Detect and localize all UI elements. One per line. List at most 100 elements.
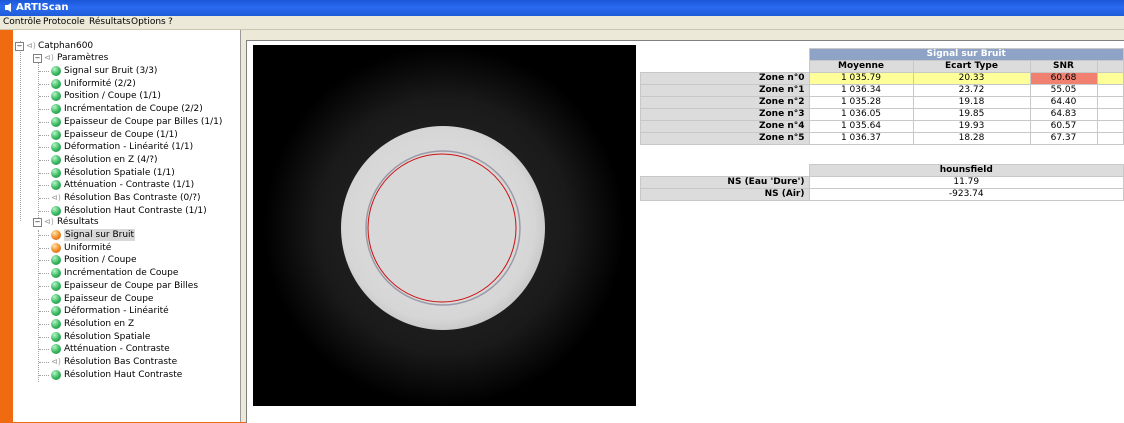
cell-snr: 67.37 [1029, 132, 1098, 145]
cell-extra [1096, 120, 1124, 133]
cell-moyenne: 1 035.64 [808, 120, 914, 133]
col-header-snr: SNR [1029, 60, 1098, 73]
tree-item-label: Uniformité (2/2) [64, 78, 136, 89]
tree-item-label: Epaisseur de Coupe par Billes [64, 280, 199, 291]
tree-connector [39, 198, 49, 199]
cell-ecart-type: 19.93 [912, 120, 1031, 133]
status-pending-icon: ⊲) [51, 193, 61, 202]
tree-item-label: Résolution en Z (4/?) [64, 154, 158, 165]
tree-connector [39, 362, 49, 363]
hounsfield-table: hounsfield NS (Eau 'Dure') 11.79 NS (Air) -… [640, 164, 1124, 201]
tree-item-label: Epaisseur de Coupe par Billes (1/1) [64, 116, 223, 127]
cell-moyenne: 1 036.05 [808, 108, 914, 121]
folder-icon: ⊲) [44, 217, 54, 226]
tree-connector [39, 185, 49, 187]
cell-extra [1096, 96, 1124, 109]
tree-connector [39, 71, 49, 72]
row-header-zone: Zone n°5 [640, 132, 810, 145]
tree-connector [39, 336, 49, 338]
col-header-ecart: Ecart Type [912, 60, 1031, 73]
status-ok-icon [51, 78, 61, 89]
window-title: ARTIScan [16, 2, 69, 13]
main-header-strip [246, 30, 1124, 40]
status-ok-icon [51, 142, 61, 153]
status-ok-icon [51, 66, 61, 76]
tree-item-label: Résolution Haut Contraste (1/1) [64, 205, 207, 216]
tree-connector [39, 121, 49, 123]
menu-options[interactable]: Options [131, 17, 166, 27]
status-ok-icon [51, 268, 61, 279]
row-header-measure: NS (Eau 'Dure') [640, 176, 810, 189]
collapse-icon[interactable]: − [33, 54, 42, 63]
menu-controle[interactable]: Contrôle [3, 17, 42, 27]
cell-snr: 64.83 [1029, 108, 1098, 121]
row-header-zone: Zone n°3 [640, 108, 810, 121]
tree-connector [39, 311, 49, 313]
row-header-zone: Zone n°0 [640, 72, 810, 85]
tree-item-label: Uniformité [64, 242, 112, 253]
snr-table: Signal sur Bruit Moyenne Ecart Type SNR … [640, 48, 1124, 145]
tree-connector [39, 172, 49, 174]
cell-snr: 60.68 [1029, 72, 1098, 85]
menu-help[interactable]: ? [168, 17, 173, 27]
status-warning-icon [51, 230, 61, 240]
row-header-zone: Zone n°1 [640, 84, 810, 97]
menu-protocole[interactable]: Protocole [43, 17, 85, 27]
tree-guide [20, 41, 21, 221]
table-row: Zone n°3 1 036.05 19.85 64.83 [640, 108, 1124, 121]
tree-node-label: Résultats [57, 217, 99, 227]
navigation-tree[interactable]: − ⊲) Catphan600 − ⊲) Paramètres Signal s… [13, 30, 241, 422]
tree-connector [39, 83, 49, 85]
tree-connector [39, 285, 49, 287]
tree-connector [39, 247, 49, 249]
table-row: Zone n°5 1 036.37 18.28 67.37 [640, 132, 1124, 145]
status-ok-icon [51, 167, 61, 178]
left-accent-bar [0, 30, 13, 422]
tree-item-label: Résolution Bas Contraste [64, 357, 178, 367]
status-ok-icon [51, 344, 61, 355]
tree-guide [38, 230, 39, 382]
menu-resultats[interactable]: Résultats [89, 17, 131, 27]
status-ok-icon [51, 104, 61, 115]
menu-bar: Contrôle Protocole Résultats Options ? [0, 16, 1124, 30]
status-ok-icon [51, 280, 61, 291]
tree-connector [39, 147, 49, 149]
table-row: Zone n°0 1 035.79 20.33 60.68 [640, 72, 1124, 85]
tree-item-label: Atténuation - Contraste [64, 344, 170, 355]
cell-moyenne: 1 035.79 [808, 72, 914, 85]
collapse-icon[interactable]: − [15, 42, 24, 51]
tree-connector [39, 210, 49, 212]
table-row: NS (Eau 'Dure') 11.79 [640, 176, 1124, 189]
tree-connector [39, 96, 49, 98]
cell-extra [1096, 72, 1124, 85]
cell-extra [1096, 132, 1124, 145]
app-icon [5, 3, 11, 12]
collapse-icon[interactable]: − [33, 218, 42, 227]
status-ok-icon [51, 116, 61, 127]
tree-connector [39, 273, 49, 275]
row-header-zone: Zone n°2 [640, 96, 810, 109]
tree-connector [39, 374, 49, 376]
tree-item-label: Déformation - Linéarité (1/1) [64, 142, 194, 153]
tree-item-label: Résolution Haut Contraste [64, 369, 183, 380]
status-ok-icon [51, 91, 61, 102]
table-row: NS (Air) -923.74 [640, 188, 1124, 201]
roi-circle [367, 153, 517, 303]
col-header-moyenne: Moyenne [808, 60, 914, 73]
status-ok-icon [51, 369, 61, 380]
phantom-inner-module [365, 150, 521, 306]
panel-splitter[interactable] [241, 30, 246, 422]
status-ok-icon [51, 129, 61, 140]
tree-item-label: Position / Coupe (1/1) [64, 91, 161, 102]
folder-icon: ⊲) [44, 53, 54, 62]
col-header-hounsfield: hounsfield [808, 164, 1124, 177]
cell-hounsfield: 11.79 [808, 176, 1124, 189]
tree-connector [39, 235, 49, 236]
status-ok-icon [51, 318, 61, 329]
cell-snr: 60.57 [1029, 120, 1098, 133]
status-ok-icon [51, 331, 61, 342]
tree-item-label: Résolution Bas Contraste (0/?) [64, 193, 201, 203]
status-ok-icon [51, 306, 61, 317]
tree-item-label: Résolution Spatiale (1/1) [64, 167, 175, 178]
title-bar: ARTIScan [0, 0, 1124, 16]
